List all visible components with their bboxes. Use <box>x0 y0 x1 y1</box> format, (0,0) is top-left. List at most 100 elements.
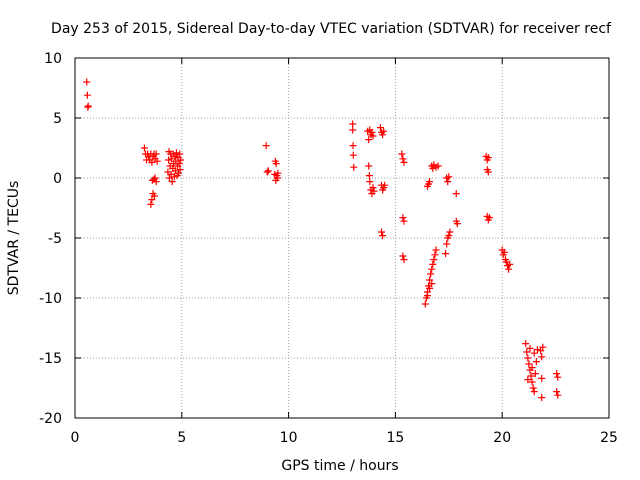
data-point <box>380 127 388 135</box>
data-point <box>485 214 493 222</box>
y-tick-label: 5 <box>53 111 62 127</box>
data-point <box>368 128 376 136</box>
data-point <box>528 364 536 372</box>
data-point <box>444 178 452 186</box>
data-point <box>484 154 492 162</box>
data-point <box>445 232 453 240</box>
data-point <box>165 156 173 164</box>
data-point <box>366 178 374 186</box>
x-tick-label: 10 <box>280 430 298 446</box>
data-point <box>538 394 546 402</box>
data-point <box>379 131 387 139</box>
data-point <box>350 163 358 171</box>
y-tick-label: -10 <box>39 291 62 307</box>
data-point <box>524 376 532 384</box>
data-point <box>83 91 91 99</box>
x-tick-label: 20 <box>493 430 511 446</box>
data-point <box>176 150 184 158</box>
data-point <box>84 102 92 110</box>
data-point <box>434 162 442 170</box>
data-point <box>398 150 406 158</box>
data-point <box>400 256 408 264</box>
data-point <box>426 276 434 284</box>
data-point <box>421 300 429 308</box>
data-point <box>537 347 545 355</box>
data-point <box>526 344 534 352</box>
data-point <box>148 158 156 166</box>
data-point <box>349 126 357 134</box>
data-point <box>365 162 373 170</box>
x-tick-label: 5 <box>177 430 186 446</box>
data-point <box>152 178 160 186</box>
data-point <box>426 178 434 186</box>
data-point <box>527 372 535 380</box>
data-point <box>442 250 450 258</box>
data-point <box>399 252 407 260</box>
data-point <box>400 217 408 225</box>
data-point <box>172 149 180 157</box>
data-point <box>381 181 389 189</box>
data-point <box>365 136 373 144</box>
data-point <box>553 370 561 378</box>
data-point <box>369 184 377 192</box>
data-point <box>400 158 408 166</box>
data-point <box>554 373 562 381</box>
data-point <box>423 292 431 300</box>
data-point <box>533 346 541 354</box>
data-point <box>427 270 435 278</box>
axis-ticks: 0 5 10 15 20 25 -20 -15 -10 -5 0 5 10 <box>39 51 618 446</box>
data-point <box>83 78 91 86</box>
data-point <box>446 228 454 236</box>
grid-lines <box>75 58 609 418</box>
data-point <box>272 160 280 168</box>
y-tick-label: -15 <box>39 351 62 367</box>
x-tick-label: 0 <box>71 430 80 446</box>
data-point <box>429 164 437 172</box>
data-point <box>523 348 531 356</box>
data-point <box>484 168 492 176</box>
data-point <box>431 251 439 259</box>
x-tick-label: 25 <box>600 430 618 446</box>
x-axis-label: GPS time / hours <box>281 458 398 474</box>
data-point <box>263 168 271 176</box>
data-point <box>531 370 539 378</box>
data-point <box>426 284 434 292</box>
data-point <box>530 349 538 357</box>
data-point <box>532 358 540 366</box>
data-point <box>524 354 532 362</box>
chart-title: Day 253 of 2015, Sidereal Day-to-day VTE… <box>51 21 612 37</box>
data-point <box>429 260 437 268</box>
data-point <box>171 152 179 160</box>
data-point <box>538 353 546 361</box>
data-point <box>365 172 373 180</box>
data-point <box>500 248 508 256</box>
data-point <box>445 173 453 181</box>
data-point <box>376 124 384 132</box>
data-point <box>369 132 377 140</box>
data-point <box>165 174 173 182</box>
data-point <box>264 167 272 175</box>
data-point <box>432 246 440 254</box>
data-point <box>506 260 514 268</box>
data-point <box>274 169 282 177</box>
data-point <box>147 200 155 208</box>
data-point <box>530 388 538 396</box>
y-tick-label: 10 <box>44 51 62 67</box>
data-point <box>349 120 357 128</box>
data-point <box>370 187 378 195</box>
data-point <box>538 374 546 382</box>
data-point <box>553 388 561 396</box>
x-tick-label: 15 <box>386 430 404 446</box>
data-point <box>399 214 407 222</box>
data-point <box>522 340 530 348</box>
data-point <box>176 166 184 174</box>
data-point <box>428 265 436 273</box>
y-tick-label: -20 <box>39 411 62 427</box>
data-point <box>399 155 407 163</box>
data-point <box>153 157 161 165</box>
data-point <box>151 174 159 182</box>
data-point <box>525 360 533 368</box>
data-point <box>529 384 537 392</box>
